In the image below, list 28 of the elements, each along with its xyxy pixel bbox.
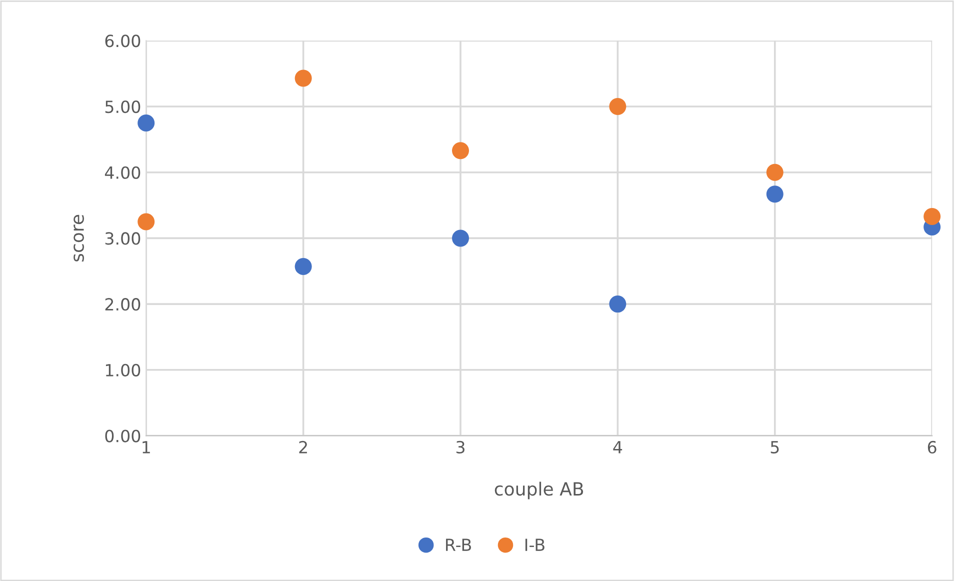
- x-tick-label: 6: [928, 440, 936, 454]
- point: [452, 142, 470, 160]
- point: [609, 296, 626, 313]
- point: [294, 258, 312, 276]
- legend-label: R-B: [446, 538, 471, 551]
- y-axis-title: score: [74, 214, 84, 262]
- x-tick-label: 1: [142, 441, 150, 454]
- y-tick-label: 4.00: [104, 166, 140, 179]
- x-tick-label: 4: [613, 441, 622, 454]
- x-tick-label: 3: [456, 440, 464, 454]
- x-tick-label: 2: [299, 440, 307, 454]
- point: [924, 208, 941, 225]
- y-tick-label: 5.00: [105, 100, 140, 114]
- point: [294, 70, 312, 87]
- x-tick-label: 5: [770, 441, 779, 454]
- y-tick-label: 1.00: [106, 364, 140, 376]
- point: [766, 186, 784, 203]
- point: [138, 213, 155, 230]
- y-tick-label: 6.00: [105, 34, 140, 48]
- point: [609, 98, 626, 116]
- y-tick-label: 0.00: [105, 430, 140, 442]
- y-tick-label: 3.00: [105, 232, 140, 245]
- point: [452, 230, 470, 247]
- legend-label: I-B: [525, 538, 544, 551]
- point: [138, 114, 155, 132]
- point: [766, 164, 784, 181]
- x-axis-title: couple AB: [494, 482, 584, 500]
- y-tick-label: 2.00: [105, 298, 140, 311]
